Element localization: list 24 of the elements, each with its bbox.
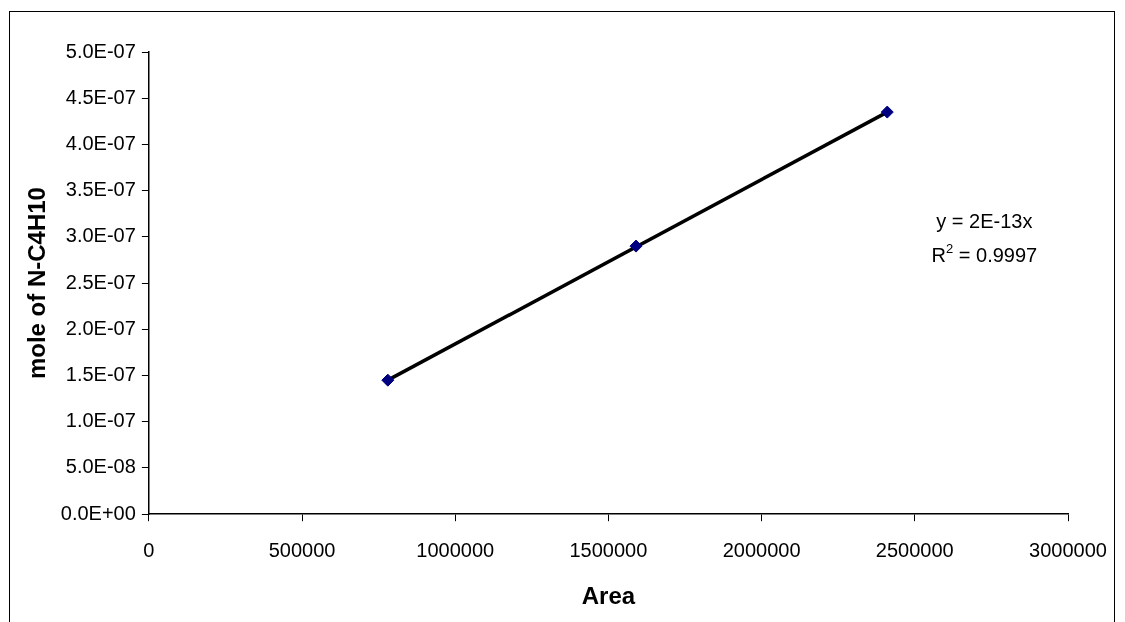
y-tick-label: 3.5E-07: [65, 178, 136, 201]
y-tick-label: 4.0E-07: [65, 131, 136, 154]
y-tick-label: 5.0E-07: [65, 39, 136, 62]
x-tick-label: 1500000: [569, 538, 648, 561]
point: [629, 239, 643, 253]
x-axis-title: Area: [581, 582, 636, 610]
x-tick-label: 2500000: [875, 538, 954, 561]
x-tick-label: 1000000: [416, 538, 495, 561]
y-tick-label: 0.0E+00: [60, 501, 136, 524]
y-tick-label: 4.5E-07: [65, 85, 136, 108]
x-tick-label: 0: [143, 538, 155, 561]
x-tick-label: 500000: [268, 538, 336, 561]
y-tick-label: 1.0E-07: [65, 409, 136, 432]
y-tick-label: 2.0E-07: [65, 316, 136, 339]
y-axis-title: mole of N-C4H10: [23, 187, 51, 380]
y-tick-label: 5.0E-08: [65, 455, 136, 478]
y-tick-label: 3.0E-07: [65, 224, 136, 247]
x-tick-label: 3000000: [1029, 538, 1107, 561]
y-tick-label: 1.5E-07: [65, 363, 136, 386]
annotation: y = 2E-13x: [936, 209, 1033, 232]
x-tick-label: 2000000: [722, 538, 801, 561]
point: [381, 373, 395, 387]
y-tick-label: 2.5E-07: [65, 270, 136, 293]
point: [880, 105, 894, 119]
